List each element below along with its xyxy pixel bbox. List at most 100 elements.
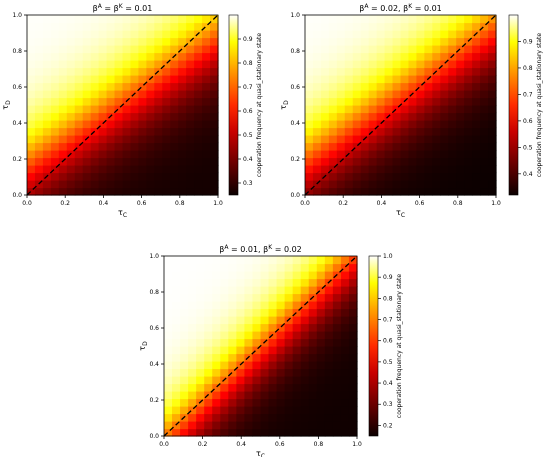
heatmap-cell (178, 180, 187, 189)
heatmap-cell (448, 37, 457, 46)
heatmap-cell (178, 60, 187, 69)
heatmap-cell (320, 15, 330, 24)
heatmap-cell (138, 52, 147, 61)
heatmap-cell (210, 45, 219, 54)
heatmap-cell (368, 60, 378, 69)
colorbar (228, 14, 239, 196)
heatmap-cell (480, 52, 489, 61)
heatmap-cell (408, 157, 418, 166)
colorbar-tick-label: 0.8 (383, 295, 393, 302)
colorbar-tick-label: 0.9 (523, 38, 533, 45)
heatmap-cell (180, 391, 189, 400)
heatmap-cell (292, 286, 302, 295)
heatmap-cell (392, 120, 402, 129)
heatmap-cell (308, 368, 318, 377)
heatmap-cell (50, 150, 60, 159)
heatmap-cell (368, 30, 378, 39)
heatmap-cell (408, 112, 418, 121)
heatmap-cell (284, 301, 294, 310)
heatmap-cell (440, 67, 449, 76)
heatmap-cell (106, 120, 116, 129)
heatmap-cell (106, 37, 116, 46)
heatmap-cell (440, 37, 449, 46)
heatmap-cell (440, 30, 449, 39)
heatmap-cell (130, 15, 140, 24)
x-tick-label: 0.6 (275, 441, 285, 448)
heatmap-cell (340, 293, 350, 302)
heatmap-cell (34, 45, 44, 54)
heatmap-cell (228, 286, 237, 295)
heatmap-cell (488, 180, 497, 189)
heatmap-cell (344, 97, 354, 106)
heatmap-cell (305, 150, 314, 159)
heatmap-cell (348, 278, 358, 287)
heatmap-cell (154, 97, 163, 106)
heatmap-cell (472, 180, 481, 189)
heatmap-cell (114, 52, 124, 61)
heatmap-cell (122, 142, 132, 151)
heatmap-cell (360, 75, 370, 84)
heatmap-cell (305, 22, 314, 31)
heatmap-cell (180, 256, 189, 265)
heatmap-cell (260, 308, 270, 317)
heatmap-cell (188, 428, 197, 437)
heatmap-cell (448, 22, 457, 31)
heatmap-cell (284, 398, 294, 407)
heatmap-cell (34, 90, 44, 99)
heatmap-cell (50, 112, 60, 121)
y-axis-label-subscript: D (5, 100, 12, 105)
heatmap-cell (432, 45, 441, 54)
heatmap-cell (186, 22, 195, 31)
colorbar-tick-label: 0.8 (243, 60, 253, 67)
heatmap-cell (204, 301, 213, 310)
heatmap-cell (260, 368, 270, 377)
heatmap-cell (172, 323, 181, 332)
heatmap-cell (432, 75, 441, 84)
heatmap-cell (252, 421, 262, 430)
x-tick-label: 0.8 (453, 200, 463, 207)
heatmap-cell (138, 157, 147, 166)
y-tick-label: 0.8 (12, 48, 22, 55)
heatmap-cell (122, 105, 132, 114)
heatmap-cell (202, 75, 211, 84)
heatmap-cell (480, 142, 489, 151)
heatmap-cell (472, 37, 481, 46)
heatmap-cell (408, 150, 418, 159)
heatmap-cell (416, 90, 425, 99)
heatmap-cell (228, 376, 237, 385)
heatmap-cell (180, 368, 189, 377)
heatmap-cell (106, 82, 116, 91)
heatmap-cell (154, 150, 163, 159)
heatmap-cell (236, 338, 246, 347)
heatmap-cell (106, 67, 116, 76)
heatmap-cell (186, 60, 195, 69)
heatmap-cell (336, 15, 346, 24)
heatmap-cell (114, 127, 124, 136)
heatmap-cell (194, 157, 203, 166)
heatmap-cell (170, 105, 179, 114)
heatmap-cell (146, 67, 155, 76)
heatmap-cell (440, 15, 449, 24)
heatmap-cell (194, 60, 203, 69)
colorbar (508, 14, 519, 196)
heatmap-cell (408, 30, 418, 39)
heatmap-cell (194, 180, 203, 189)
heatmap-cell (368, 112, 378, 121)
heatmap-cell (178, 105, 187, 114)
heatmap-cell (400, 22, 410, 31)
heatmap-cell (34, 60, 44, 69)
heatmap-cell (328, 75, 338, 84)
heatmap-cell (284, 263, 294, 272)
heatmap-cell (98, 22, 108, 31)
heatmap-cell (170, 165, 179, 174)
heatmap-cell (308, 271, 318, 280)
heatmap-cell (138, 97, 147, 106)
heatmap-cell (276, 398, 286, 407)
heatmap-cell (336, 22, 346, 31)
heatmap-cell (122, 52, 132, 61)
heatmap-cell (180, 278, 189, 287)
heatmap-cell (400, 112, 410, 121)
heatmap-cell (472, 172, 481, 181)
heatmap-cell (130, 60, 140, 69)
heatmap-cell (58, 120, 68, 129)
